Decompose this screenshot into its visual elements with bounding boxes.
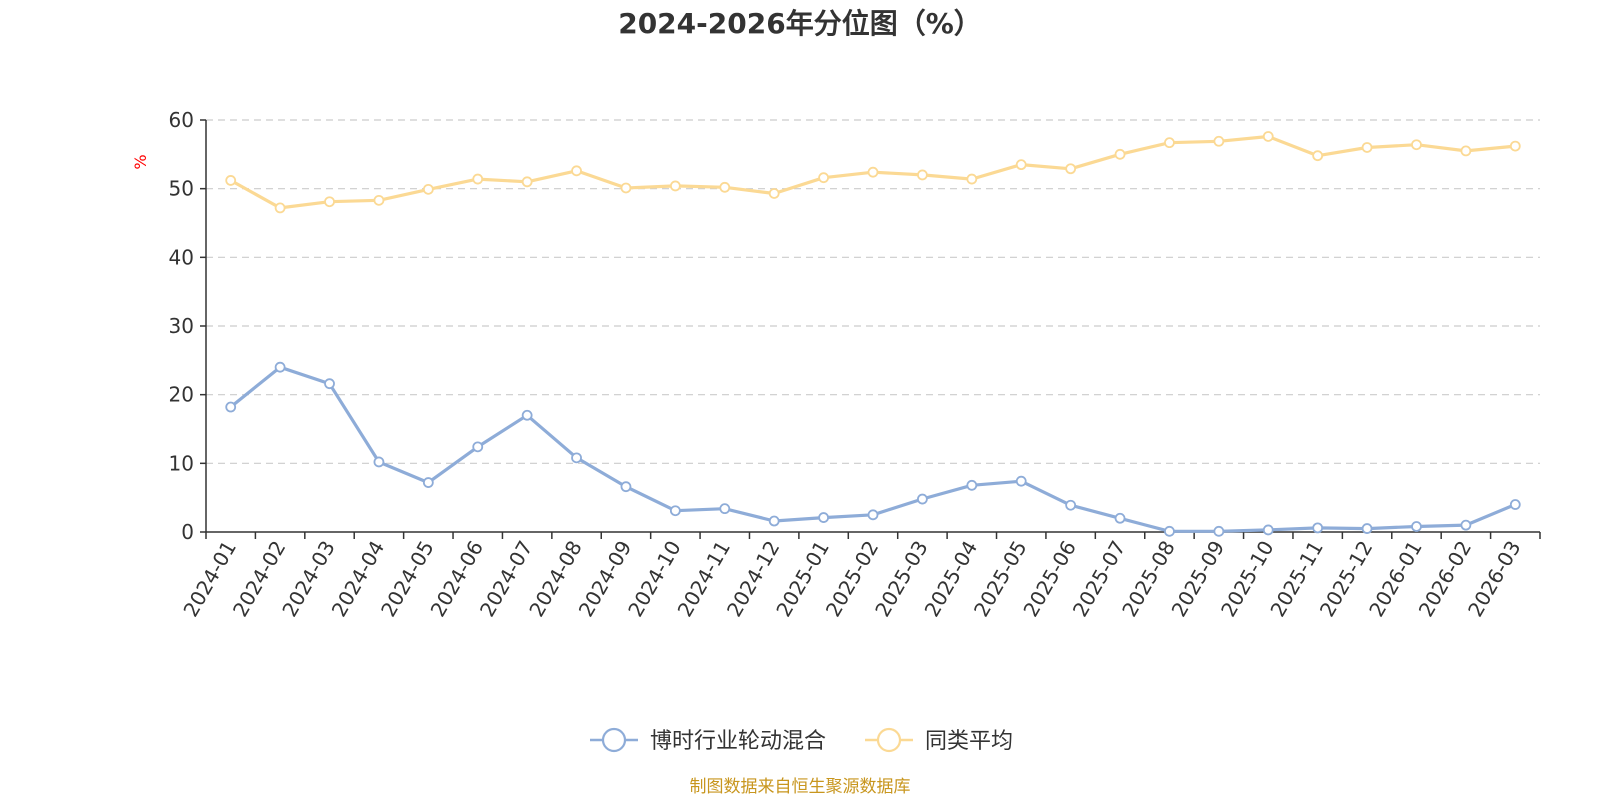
data-point-2024-07[interactable] bbox=[521, 409, 533, 421]
chart-title: 2024-2026年分位图（%） bbox=[618, 7, 982, 40]
data-point-2026-02[interactable] bbox=[1460, 145, 1472, 157]
data-point-2025-02[interactable] bbox=[867, 509, 879, 521]
data-point-2024-08[interactable] bbox=[571, 452, 582, 464]
data-point-2024-03[interactable] bbox=[324, 196, 335, 208]
series-1 bbox=[225, 131, 1521, 214]
data-point-2025-12[interactable] bbox=[1361, 523, 1373, 534]
series-line-0 bbox=[229, 365, 1517, 533]
data-point-2024-03[interactable] bbox=[324, 378, 335, 390]
data-point-2025-01[interactable] bbox=[818, 172, 829, 184]
data-point-2026-01[interactable] bbox=[1411, 139, 1422, 151]
y-axis-unit-label: % bbox=[131, 154, 150, 169]
data-point-2024-09[interactable] bbox=[620, 182, 632, 194]
data-point-2024-11[interactable] bbox=[719, 181, 731, 193]
data-point-2025-03[interactable] bbox=[917, 169, 928, 181]
y-tick-label-10: 10 bbox=[169, 451, 194, 475]
data-point-2025-08[interactable] bbox=[1164, 525, 1175, 537]
y-tick-label-60: 60 bbox=[169, 108, 194, 132]
data-point-2026-01[interactable] bbox=[1411, 521, 1422, 532]
legend-marker bbox=[601, 727, 627, 753]
data-point-2024-06[interactable] bbox=[472, 173, 484, 185]
data-point-2024-08[interactable] bbox=[571, 165, 582, 177]
data-point-2025-07[interactable] bbox=[1114, 512, 1126, 524]
data-point-2024-09[interactable] bbox=[620, 481, 632, 493]
data-point-2025-04[interactable] bbox=[966, 173, 978, 185]
y-axis-ticks: 0 10 20 30 40 50 60 bbox=[169, 108, 206, 544]
legend-item-0[interactable]: 博时行业轮动混合 bbox=[590, 727, 826, 754]
y-tick-label-40: 40 bbox=[169, 245, 194, 269]
legend-marker bbox=[876, 727, 902, 753]
legend-item-1[interactable]: 同类平均 bbox=[865, 727, 1013, 754]
data-point-2024-01[interactable] bbox=[225, 175, 237, 186]
data-point-2025-03[interactable] bbox=[917, 493, 928, 505]
data-point-2025-12[interactable] bbox=[1361, 142, 1373, 153]
legend: 博时行业轮动混合 同类平均 bbox=[590, 727, 1013, 754]
data-point-2024-10[interactable] bbox=[669, 180, 681, 192]
data-point-2025-11[interactable] bbox=[1312, 522, 1324, 534]
data-point-2026-03[interactable] bbox=[1509, 499, 1521, 510]
series-0 bbox=[225, 361, 1521, 537]
data-point-2025-02[interactable] bbox=[867, 166, 879, 178]
data-point-2025-05[interactable] bbox=[1015, 159, 1027, 171]
data-point-2025-09[interactable] bbox=[1213, 525, 1225, 537]
y-tick-label-50: 50 bbox=[169, 177, 194, 201]
y-tick-label-0: 0 bbox=[181, 520, 194, 544]
data-source-note: 制图数据来自恒生聚源数据库 bbox=[690, 777, 911, 797]
series-lines bbox=[225, 131, 1521, 537]
data-point-2024-10[interactable] bbox=[669, 505, 681, 517]
data-point-2025-05[interactable] bbox=[1015, 475, 1027, 487]
data-point-2025-06[interactable] bbox=[1065, 499, 1077, 511]
data-point-2024-04[interactable] bbox=[373, 194, 385, 206]
data-point-2024-02[interactable] bbox=[274, 361, 286, 373]
data-point-2024-01[interactable] bbox=[225, 401, 237, 413]
data-point-2025-04[interactable] bbox=[966, 479, 978, 491]
data-point-2026-03[interactable] bbox=[1509, 140, 1521, 152]
x-axis-ticks: 2024-012024-022024-032024-042024-052024-… bbox=[178, 532, 1541, 621]
data-point-2025-11[interactable] bbox=[1312, 150, 1324, 162]
data-point-2025-10[interactable] bbox=[1262, 524, 1274, 536]
data-point-2025-01[interactable] bbox=[818, 512, 829, 523]
data-point-2024-05[interactable] bbox=[422, 477, 434, 488]
legend-label: 博时行业轮动混合 bbox=[650, 729, 826, 754]
data-point-2025-06[interactable] bbox=[1065, 163, 1077, 175]
data-point-2025-10[interactable] bbox=[1262, 131, 1274, 142]
data-point-2024-04[interactable] bbox=[373, 456, 385, 468]
data-point-2024-11[interactable] bbox=[719, 503, 731, 515]
legend-label: 同类平均 bbox=[925, 729, 1013, 754]
data-point-2024-12[interactable] bbox=[768, 188, 780, 199]
data-point-2025-07[interactable] bbox=[1114, 148, 1126, 160]
data-point-2025-08[interactable] bbox=[1164, 137, 1175, 149]
grid-lines bbox=[206, 119, 1540, 464]
data-point-2024-06[interactable] bbox=[472, 441, 484, 453]
data-point-2024-02[interactable] bbox=[274, 202, 286, 214]
data-point-2024-07[interactable] bbox=[521, 176, 533, 188]
data-point-2025-09[interactable] bbox=[1213, 135, 1225, 147]
data-point-2024-05[interactable] bbox=[422, 183, 434, 195]
data-point-2024-12[interactable] bbox=[768, 515, 780, 527]
data-point-2026-02[interactable] bbox=[1460, 519, 1472, 531]
y-tick-label-30: 30 bbox=[169, 314, 194, 338]
y-tick-label-20: 20 bbox=[169, 383, 194, 407]
